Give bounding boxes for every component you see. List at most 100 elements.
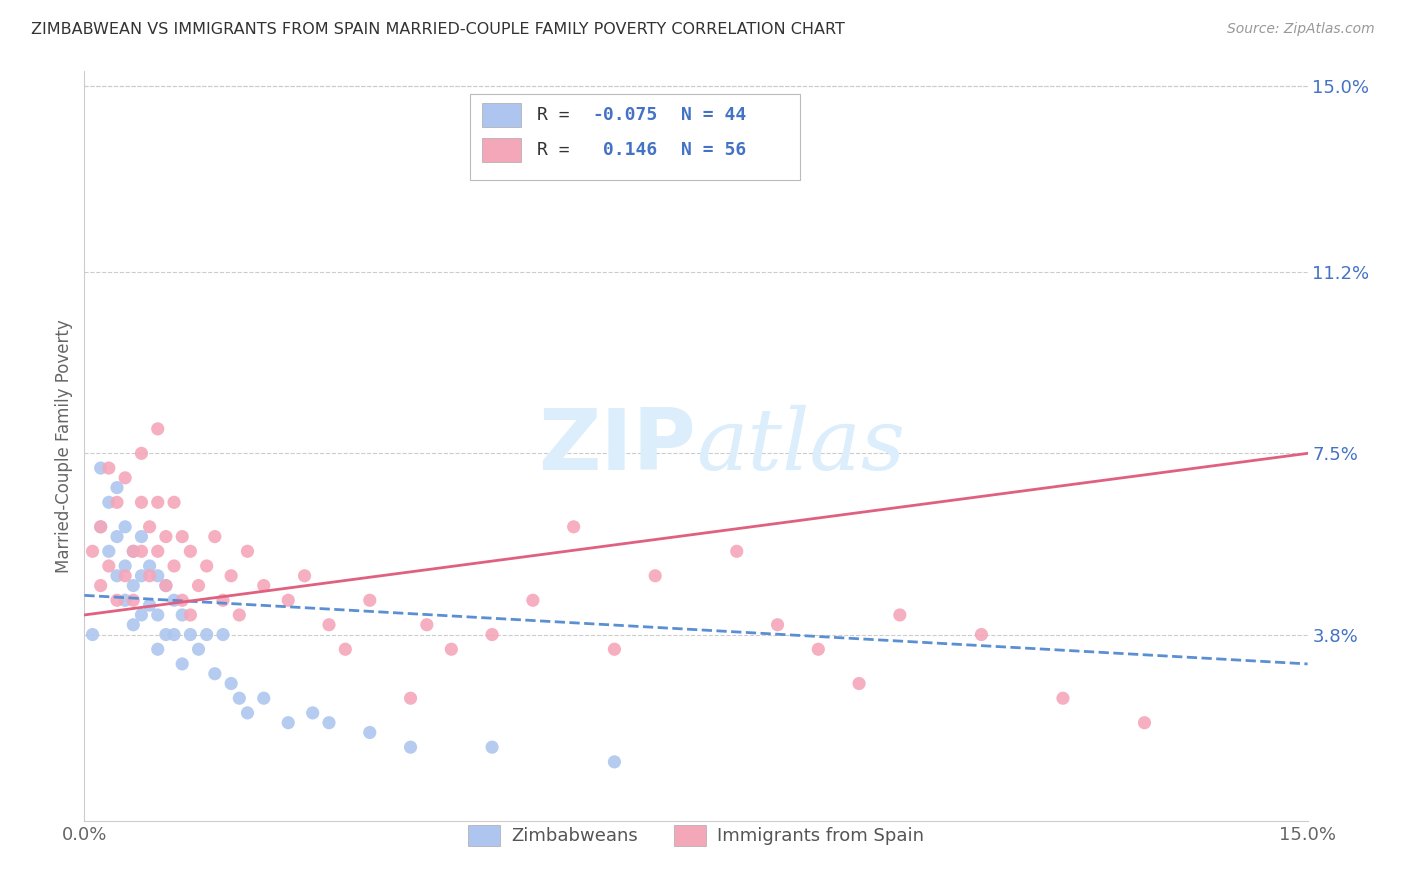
Point	[114, 593, 136, 607]
FancyBboxPatch shape	[482, 103, 522, 127]
Point	[277, 715, 299, 730]
Point	[131, 446, 153, 460]
Point	[187, 642, 209, 657]
Point	[138, 598, 160, 612]
Point	[1133, 715, 1156, 730]
Text: Source: ZipAtlas.com: Source: ZipAtlas.com	[1227, 22, 1375, 37]
Point	[440, 642, 463, 657]
Point	[399, 691, 422, 706]
Point	[155, 627, 177, 641]
Point	[253, 578, 276, 592]
Point	[138, 520, 160, 534]
Point	[179, 544, 201, 558]
Point	[359, 725, 381, 739]
Point	[644, 568, 666, 582]
Point	[105, 481, 128, 495]
Point	[481, 740, 503, 755]
Point	[318, 617, 340, 632]
Point	[219, 676, 242, 690]
Legend: Zimbabweans, Immigrants from Spain: Zimbabweans, Immigrants from Spain	[461, 818, 931, 853]
Point	[114, 559, 136, 574]
Point	[277, 593, 299, 607]
Text: atlas: atlas	[696, 405, 905, 487]
Point	[122, 617, 145, 632]
Point	[603, 642, 626, 657]
Point	[416, 617, 439, 632]
Point	[807, 642, 830, 657]
Point	[105, 495, 128, 509]
Point	[105, 593, 128, 607]
Point	[114, 471, 136, 485]
Y-axis label: Married-Couple Family Poverty: Married-Couple Family Poverty	[55, 319, 73, 573]
Point	[179, 627, 201, 641]
Point	[236, 544, 259, 558]
Point	[138, 568, 160, 582]
Point	[725, 544, 748, 558]
Point	[212, 627, 235, 641]
Point	[146, 642, 169, 657]
Point	[82, 627, 104, 641]
Point	[204, 666, 226, 681]
Point	[889, 607, 911, 622]
Point	[97, 559, 120, 574]
Point	[228, 607, 250, 622]
Point	[766, 617, 789, 632]
Text: R =: R =	[537, 106, 581, 124]
Point	[131, 607, 153, 622]
Point	[253, 691, 276, 706]
Point	[294, 568, 316, 582]
Point	[90, 461, 112, 475]
Point	[131, 530, 153, 544]
Point	[97, 544, 120, 558]
Point	[163, 559, 186, 574]
Point	[122, 544, 145, 558]
Point	[122, 593, 145, 607]
Point	[236, 706, 259, 720]
Point	[146, 544, 169, 558]
Point	[90, 578, 112, 592]
Point	[301, 706, 323, 720]
Point	[131, 544, 153, 558]
Point	[212, 593, 235, 607]
Point	[481, 627, 503, 641]
Point	[318, 715, 340, 730]
Point	[90, 520, 112, 534]
Point	[172, 530, 194, 544]
Point	[122, 578, 145, 592]
Point	[90, 520, 112, 534]
Point	[97, 495, 120, 509]
Point	[114, 520, 136, 534]
Point	[163, 627, 186, 641]
Text: R =: R =	[537, 141, 581, 159]
Point	[195, 559, 218, 574]
Point	[562, 520, 585, 534]
FancyBboxPatch shape	[482, 138, 522, 162]
Point	[970, 627, 993, 641]
Point	[172, 607, 194, 622]
Text: -0.075: -0.075	[592, 106, 657, 124]
Point	[138, 559, 160, 574]
Text: ZIP: ZIP	[538, 404, 696, 488]
Point	[146, 568, 169, 582]
Point	[195, 627, 218, 641]
Point	[1052, 691, 1074, 706]
Point	[97, 461, 120, 475]
Point	[155, 530, 177, 544]
Point	[187, 578, 209, 592]
Point	[522, 593, 544, 607]
Text: ZIMBABWEAN VS IMMIGRANTS FROM SPAIN MARRIED-COUPLE FAMILY POVERTY CORRELATION CH: ZIMBABWEAN VS IMMIGRANTS FROM SPAIN MARR…	[31, 22, 845, 37]
Point	[155, 578, 177, 592]
Point	[163, 593, 186, 607]
Point	[155, 578, 177, 592]
Point	[335, 642, 357, 657]
Text: N = 44: N = 44	[682, 106, 747, 124]
Point	[146, 422, 169, 436]
Point	[131, 495, 153, 509]
Point	[122, 544, 145, 558]
Text: N = 56: N = 56	[682, 141, 747, 159]
Text: 0.146: 0.146	[592, 141, 657, 159]
Point	[163, 495, 186, 509]
Point	[114, 568, 136, 582]
Point	[228, 691, 250, 706]
Point	[848, 676, 870, 690]
